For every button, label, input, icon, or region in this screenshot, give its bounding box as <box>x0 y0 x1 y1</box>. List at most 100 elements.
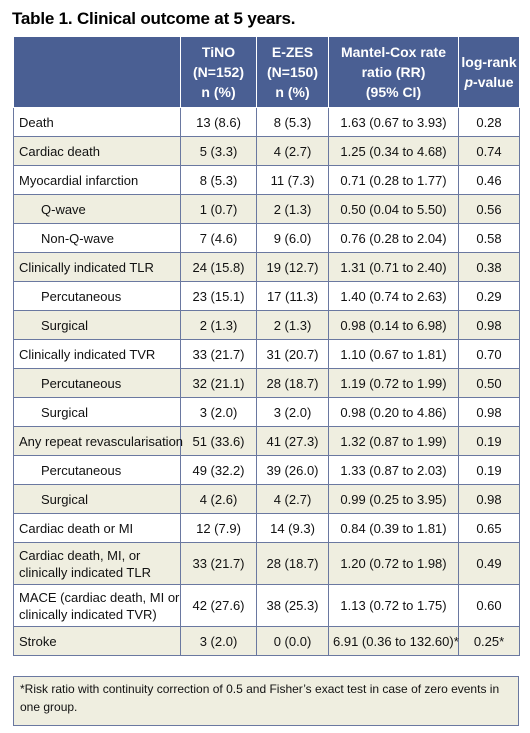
header-tino-line: (N=152) <box>193 64 244 80</box>
cell-ezes: 8 (5.3) <box>256 107 329 137</box>
row-label-line: Surgical <box>41 404 88 420</box>
table-row: Percutaneous 32 (21.1) 28 (18.7) 1.19 (0.72… <box>13 368 520 398</box>
cell-ezes: 3 (2.0) <box>256 397 329 427</box>
table-body: Death 13 (8.6) 8 (5.3) 1.63 (0.67 to 3.93) 0… <box>13 107 520 656</box>
cell-p-value: 0.38 <box>458 252 520 282</box>
row-label: Cardiac death, MI, or clinically indicate… <box>13 542 181 585</box>
row-label-line: Death <box>19 114 54 130</box>
row-label-line: Percutaneous <box>41 462 122 478</box>
cell-ezes: 38 (25.3) <box>256 584 329 627</box>
table-row: MACE (cardiac death, MI or clinically ind… <box>13 584 520 627</box>
header-p-rest: -value <box>473 74 514 90</box>
row-label: Percutaneous <box>13 455 181 485</box>
cell-p-value: 0.74 <box>458 136 520 166</box>
cell-ezes: 4 (2.7) <box>256 136 329 166</box>
cell-p-value: 0.56 <box>458 194 520 224</box>
cell-rate-ratio: 1.20 (0.72 to 1.98) <box>328 542 459 585</box>
header-tino: TiNO (N=152) n (%) <box>180 36 257 108</box>
header-outcome <box>13 36 181 108</box>
table-footnote: *Risk ratio with continuity correction o… <box>13 676 519 726</box>
cell-tino: 1 (0.7) <box>180 194 257 224</box>
cell-ezes: 41 (27.3) <box>256 426 329 456</box>
cell-tino: 33 (21.7) <box>180 542 257 585</box>
table-row: Percutaneous 49 (32.2) 39 (26.0) 1.33 (0.87… <box>13 455 520 485</box>
cell-rate-ratio: 1.32 (0.87 to 1.99) <box>328 426 459 456</box>
cell-ezes: 0 (0.0) <box>256 626 329 656</box>
cell-tino: 32 (21.1) <box>180 368 257 398</box>
row-label-line: Clinically indicated TVR <box>19 346 156 362</box>
cell-p-value: 0.25* <box>458 626 520 656</box>
row-label-line: Clinically indicated TLR <box>19 259 154 275</box>
row-label-line: Cardiac death or MI <box>19 520 134 536</box>
cell-tino: 4 (2.6) <box>180 484 257 514</box>
row-label: Q-wave <box>13 194 181 224</box>
row-label-line: Non-Q-wave <box>41 230 114 246</box>
cell-rate-ratio: 1.10 (0.67 to 1.81) <box>328 339 459 369</box>
table-row: Cardiac death, MI, or clinically indicate… <box>13 542 520 585</box>
row-label: Surgical <box>13 484 181 514</box>
cell-rate-ratio: 1.31 (0.71 to 2.40) <box>328 252 459 282</box>
cell-ezes: 9 (6.0) <box>256 223 329 253</box>
header-ezes-line: (N=150) <box>267 64 318 80</box>
cell-ezes: 2 (1.3) <box>256 194 329 224</box>
row-label-line: Q-wave <box>41 201 86 217</box>
table-title: Table 1. Clinical outcome at 5 years. <box>12 9 296 28</box>
row-label: Non-Q-wave <box>13 223 181 253</box>
cell-rate-ratio: 1.19 (0.72 to 1.99) <box>328 368 459 398</box>
header-p-italic: p <box>464 74 474 90</box>
cell-tino: 3 (2.0) <box>180 397 257 427</box>
row-label-line: Cardiac death, MI, or <box>19 547 141 563</box>
table-row: Percutaneous 23 (15.1) 17 (11.3) 1.40 (0.74… <box>13 281 520 311</box>
table-row: Any repeat revascularisation 51 (33.6) 41 … <box>13 426 520 456</box>
cell-ezes: 2 (1.3) <box>256 310 329 340</box>
cell-tino: 2 (1.3) <box>180 310 257 340</box>
cell-tino: 42 (27.6) <box>180 584 257 627</box>
table-row: Death 13 (8.6) 8 (5.3) 1.63 (0.67 to 3.93) 0… <box>13 107 520 137</box>
cell-tino: 8 (5.3) <box>180 165 257 195</box>
cell-tino: 7 (4.6) <box>180 223 257 253</box>
cell-ezes: 31 (20.7) <box>256 339 329 369</box>
table-row: Non-Q-wave 7 (4.6) 9 (6.0) 0.76 (0.28 to 2.… <box>13 223 520 253</box>
cell-tino: 12 (7.9) <box>180 513 257 543</box>
cell-rate-ratio: 1.40 (0.74 to 2.63) <box>328 281 459 311</box>
cell-tino: 23 (15.1) <box>180 281 257 311</box>
cell-p-value: 0.60 <box>458 584 520 627</box>
cell-rate-ratio: 1.33 (0.87 to 2.03) <box>328 455 459 485</box>
row-label: Surgical <box>13 397 181 427</box>
header-ezes-line: n (%) <box>275 84 310 100</box>
cell-p-value: 0.19 <box>458 455 520 485</box>
row-label-line: Myocardial infarction <box>19 172 139 188</box>
cell-rate-ratio: 0.71 (0.28 to 1.77) <box>328 165 459 195</box>
cell-tino: 51 (33.6) <box>180 426 257 456</box>
cell-ezes: 11 (7.3) <box>256 165 329 195</box>
cell-rate-ratio: 6.91 (0.36 to 132.60)* <box>328 626 459 656</box>
cell-p-value: 0.28 <box>458 107 520 137</box>
cell-rate-ratio: 0.76 (0.28 to 2.04) <box>328 223 459 253</box>
row-label-line: Stroke <box>19 633 57 649</box>
cell-rate-ratio: 1.25 (0.34 to 4.68) <box>328 136 459 166</box>
cell-p-value: 0.98 <box>458 310 520 340</box>
header-ezes-line: E-ZES <box>271 44 314 60</box>
cell-p-value: 0.65 <box>458 513 520 543</box>
cell-rate-ratio: 1.13 (0.72 to 1.75) <box>328 584 459 627</box>
table-row: Cardiac death or MI 12 (7.9) 14 (9.3) 0.84 … <box>13 513 520 543</box>
row-label: Surgical <box>13 310 181 340</box>
cell-tino: 24 (15.8) <box>180 252 257 282</box>
cell-p-value: 0.29 <box>458 281 520 311</box>
table-row: Q-wave 1 (0.7) 2 (1.3) 0.50 (0.04 to 5.50) 0… <box>13 194 520 224</box>
table-row: Surgical 4 (2.6) 4 (2.7) 0.99 (0.25 to 3.95… <box>13 484 520 514</box>
table-row: Cardiac death 5 (3.3) 4 (2.7) 1.25 (0.34 to… <box>13 136 520 166</box>
cell-ezes: 39 (26.0) <box>256 455 329 485</box>
cell-tino: 33 (21.7) <box>180 339 257 369</box>
row-label: Cardiac death or MI <box>13 513 181 543</box>
row-label-line: Any repeat revascularisation <box>19 433 184 449</box>
row-label: Stroke <box>13 626 181 656</box>
table-row: Surgical 3 (2.0) 3 (2.0) 0.98 (0.20 to 4.86… <box>13 397 520 427</box>
cell-tino: 5 (3.3) <box>180 136 257 166</box>
row-label-line: Percutaneous <box>41 375 122 391</box>
cell-ezes: 28 (18.7) <box>256 368 329 398</box>
cell-p-value: 0.49 <box>458 542 520 585</box>
cell-p-value: 0.58 <box>458 223 520 253</box>
footnote-line: one group. <box>20 700 78 714</box>
cell-rate-ratio: 0.50 (0.04 to 5.50) <box>328 194 459 224</box>
